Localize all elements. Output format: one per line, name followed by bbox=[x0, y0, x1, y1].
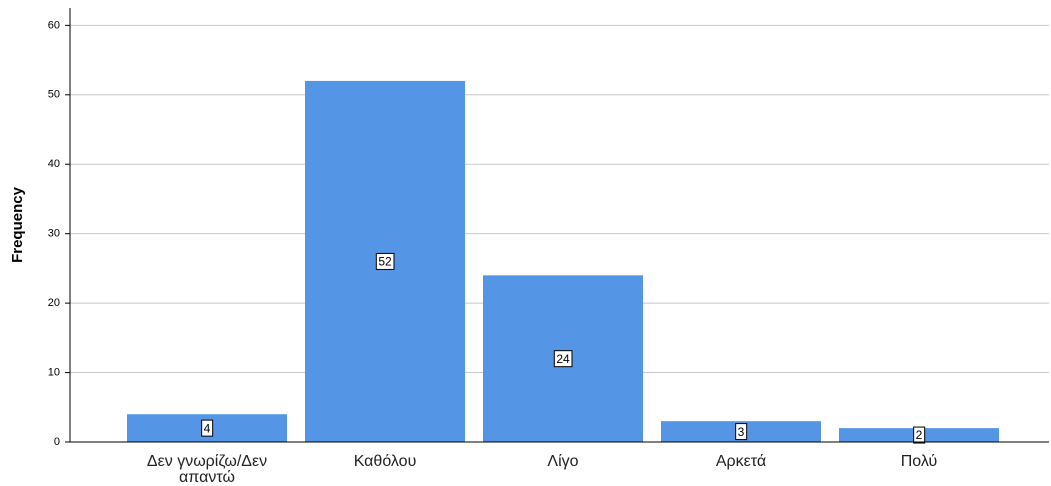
x-tick-label: Καθόλου bbox=[353, 453, 417, 470]
data-label: 2 bbox=[916, 428, 923, 442]
x-tick-label: Πολύ bbox=[900, 453, 938, 470]
data-label: 52 bbox=[378, 255, 392, 269]
data-label-box bbox=[201, 419, 214, 437]
x-tick-label: Λίγο bbox=[547, 453, 579, 470]
y-tick-label: 40 bbox=[48, 158, 60, 170]
data-label-box bbox=[735, 423, 748, 441]
y-tick-label: 30 bbox=[48, 228, 60, 240]
data-label: 24 bbox=[556, 352, 570, 366]
y-tick-label: 10 bbox=[48, 366, 60, 378]
y-tick-label: 60 bbox=[48, 19, 60, 31]
y-axis-label: Frequency bbox=[9, 186, 26, 263]
x-tick-label: Δεν γνωρίζω/Δεν απαντώ bbox=[146, 453, 268, 486]
data-label: 3 bbox=[738, 425, 745, 439]
x-tick-label: Αρκετά bbox=[715, 453, 767, 470]
data-label-box bbox=[913, 426, 926, 444]
data-label-box bbox=[375, 252, 395, 270]
data-label: 4 bbox=[204, 421, 211, 435]
y-tick-label: 0 bbox=[54, 436, 60, 448]
y-tick-label: 20 bbox=[48, 297, 60, 309]
y-tick-label: 50 bbox=[48, 89, 60, 101]
data-label-box bbox=[553, 350, 573, 368]
